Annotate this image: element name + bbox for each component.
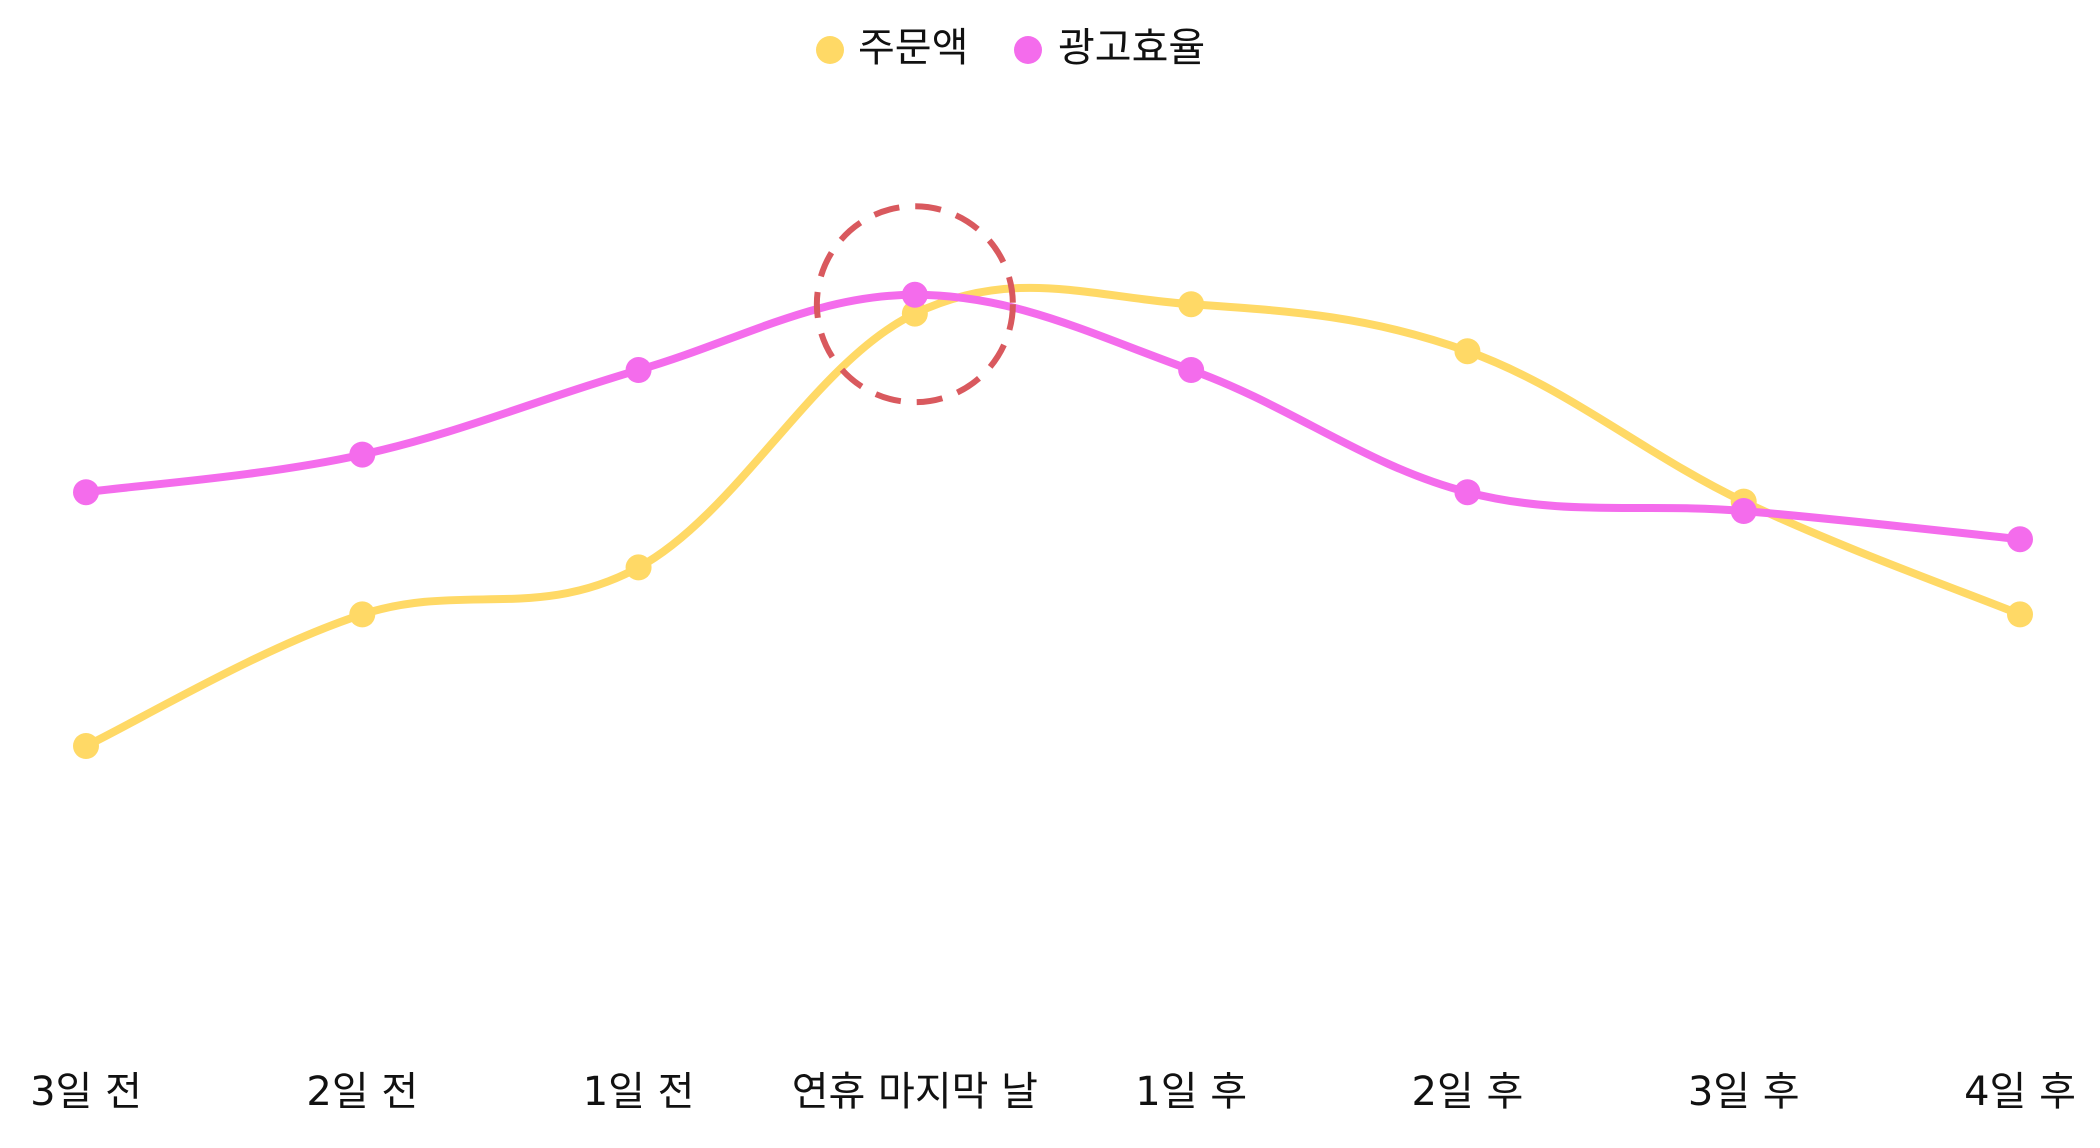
series-1-point-1 (349, 441, 376, 468)
legend-marker-0 (816, 36, 844, 64)
series-0-point-7 (2007, 601, 2033, 628)
legend-label-0: 주문액 (858, 25, 968, 71)
legend-marker-1 (1014, 36, 1042, 64)
series-0-point-1 (349, 601, 376, 628)
series-0-point-4 (1178, 291, 1205, 318)
series-1-point-6 (1730, 498, 1757, 524)
series-layer (73, 281, 2033, 759)
series-1-point-7 (2007, 526, 2033, 553)
x-tick-label-6: 3일 후 (1688, 1069, 1800, 1115)
series-0-point-0 (73, 733, 99, 759)
series-0-point-5 (1454, 338, 1481, 365)
x-tick-label-5: 2일 후 (1412, 1069, 1524, 1115)
x-tick-label-2: 1일 전 (583, 1069, 695, 1115)
x-tick-label-4: 1일 후 (1135, 1069, 1247, 1115)
legend: 주문액 광고효율 (816, 25, 1205, 71)
x-tick-label-3: 연휴 마지막 날 (792, 1069, 1038, 1115)
x-tick-label-0: 3일 전 (30, 1069, 142, 1115)
x-axis: 3일 전 2일 전 1일 전 연휴 마지막 날 1일 후 2일 후 3일 후 4일 후 (30, 1069, 2076, 1115)
x-tick-label-1: 2일 전 (306, 1069, 418, 1115)
series-line-0 (82, 283, 2024, 750)
legend-label-1: 광고효율 (1058, 25, 1205, 71)
series-0-point-2 (625, 554, 652, 581)
series-1-point-5 (1454, 479, 1481, 506)
series-1-point-4 (1178, 357, 1205, 383)
annotation-layer (813, 203, 1016, 406)
highlight-dashed-circle (813, 203, 1016, 406)
series-1-point-0 (73, 479, 99, 506)
series-line-1 (82, 290, 2024, 544)
series-0-point-3 (901, 300, 928, 327)
x-tick-label-7: 4일 후 (1964, 1069, 2076, 1115)
series-1-point-3 (901, 281, 928, 308)
series-1-point-2 (625, 357, 652, 383)
